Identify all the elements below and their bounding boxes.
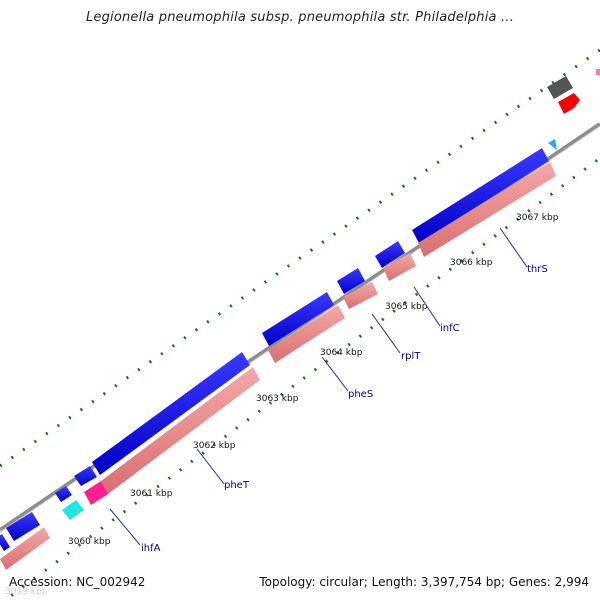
tick-label: 3059 kbp bbox=[5, 587, 48, 597]
red-feature[interactable] bbox=[558, 93, 580, 114]
gc-skew-outer-track bbox=[0, 48, 600, 468]
cds-forward-arrow[interactable] bbox=[412, 148, 549, 243]
gene-label: thrS bbox=[527, 264, 548, 275]
cds-forward-arrow[interactable] bbox=[262, 292, 334, 346]
tick-label: 3062 kbp bbox=[193, 441, 236, 451]
leader-line bbox=[109, 508, 141, 546]
leader-line bbox=[413, 286, 441, 327]
forward-strand-track bbox=[0, 148, 549, 551]
cds-forward-arrow[interactable] bbox=[55, 486, 72, 502]
pink-small-feature[interactable] bbox=[596, 69, 600, 75]
cds-reverse-arrow[interactable] bbox=[418, 162, 556, 257]
cds-reverse-arrow[interactable] bbox=[383, 253, 416, 281]
gc-skew-inner-track bbox=[2, 156, 600, 600]
cds-forward-arrow[interactable] bbox=[6, 512, 40, 541]
scale-ticks: 3059 kbp 3060 kbp 3061 kbp 3062 kbp 3063… bbox=[5, 213, 559, 597]
tick-label: 3061 kbp bbox=[130, 489, 173, 499]
leader-line bbox=[321, 356, 349, 392]
cds-forward-arrow[interactable] bbox=[74, 466, 97, 486]
cyan-small-feature[interactable] bbox=[548, 139, 557, 150]
cds-reverse-arrow[interactable] bbox=[0, 527, 50, 570]
tick-label: 3065 kbp bbox=[385, 302, 428, 312]
tick-label: 3067 kbp bbox=[516, 213, 559, 223]
gene-labels: ihfA pheT pheS rplT infC thrS bbox=[141, 264, 548, 554]
gene-label: ihfA bbox=[141, 543, 161, 554]
grey-feature[interactable] bbox=[547, 76, 573, 99]
leader-line bbox=[196, 448, 225, 485]
cds-reverse-arrow[interactable] bbox=[101, 367, 260, 494]
gene-label: rplT bbox=[401, 351, 421, 362]
leader-line bbox=[499, 227, 528, 268]
tick-label: 3063 kbp bbox=[256, 394, 299, 404]
gene-label: pheT bbox=[224, 480, 250, 491]
cds-reverse-arrow[interactable] bbox=[343, 282, 378, 309]
gene-label: pheS bbox=[348, 389, 373, 400]
outer-feature-track bbox=[547, 69, 600, 150]
misc-feature[interactable] bbox=[62, 500, 84, 520]
tick-label: 3060 kbp bbox=[68, 537, 111, 547]
tick-label: 3064 kbp bbox=[320, 348, 363, 358]
reverse-strand-track bbox=[0, 162, 556, 570]
tick-label: 3066 kbp bbox=[450, 258, 493, 268]
cds-forward-arrow[interactable] bbox=[0, 534, 10, 551]
genome-title: Legionella pneumophila subsp. pneumophil… bbox=[85, 10, 515, 25]
cds-forward-arrow[interactable] bbox=[337, 268, 365, 294]
gene-label: infC bbox=[440, 323, 460, 334]
accession-label: Accession: NC_002942 bbox=[9, 575, 146, 589]
cds-reverse-arrow[interactable] bbox=[268, 305, 345, 363]
cds-forward-arrow[interactable] bbox=[92, 352, 250, 475]
leader-line bbox=[371, 313, 401, 354]
cds-forward-arrow[interactable] bbox=[375, 241, 405, 268]
trna-feature[interactable] bbox=[84, 481, 108, 505]
gene-leader-lines bbox=[109, 227, 528, 546]
genome-summary-label: Topology: circular; Length: 3,397,754 bp… bbox=[259, 575, 589, 589]
